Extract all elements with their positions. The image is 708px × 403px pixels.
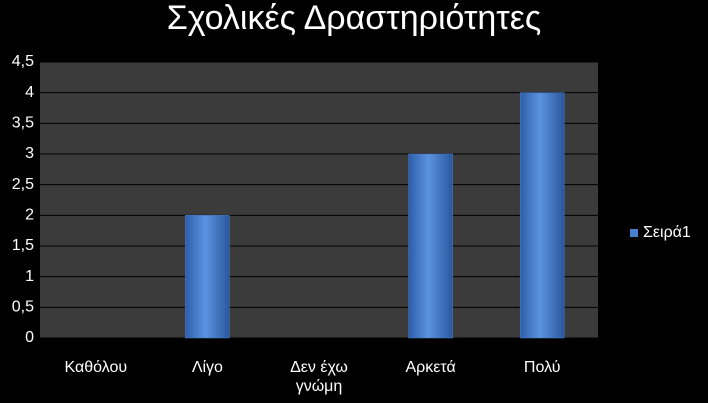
x-tick-label: Λίγο <box>191 359 223 376</box>
bar <box>519 92 565 339</box>
y-tick-label: 4,5 <box>12 53 34 70</box>
y-tick-label: 1 <box>25 268 34 285</box>
x-tick-label: Καθόλου <box>64 359 128 376</box>
y-tick-label: 0,5 <box>12 299 34 316</box>
y-tick-label: 3 <box>25 145 34 162</box>
x-tick-label: Δεν έχω γνώμη <box>290 359 348 395</box>
legend-swatch <box>630 229 638 237</box>
x-tick-label: Πολύ <box>523 359 561 376</box>
y-tick-label: 2 <box>25 207 34 224</box>
y-tick-label: 4 <box>25 84 34 101</box>
x-tick-label: Αρκετά <box>405 359 456 376</box>
chart-title: Σχολικές Δραστηριότητες <box>167 0 542 37</box>
y-tick-label: 1,5 <box>12 237 34 254</box>
legend-label: Σειρά1 <box>643 224 691 241</box>
bar <box>185 215 230 339</box>
y-tick-label: 0 <box>25 329 34 346</box>
plot-area <box>40 62 598 338</box>
bar <box>408 153 453 339</box>
y-tick-label: 3,5 <box>12 115 34 132</box>
y-tick-label: 2,5 <box>12 176 34 193</box>
